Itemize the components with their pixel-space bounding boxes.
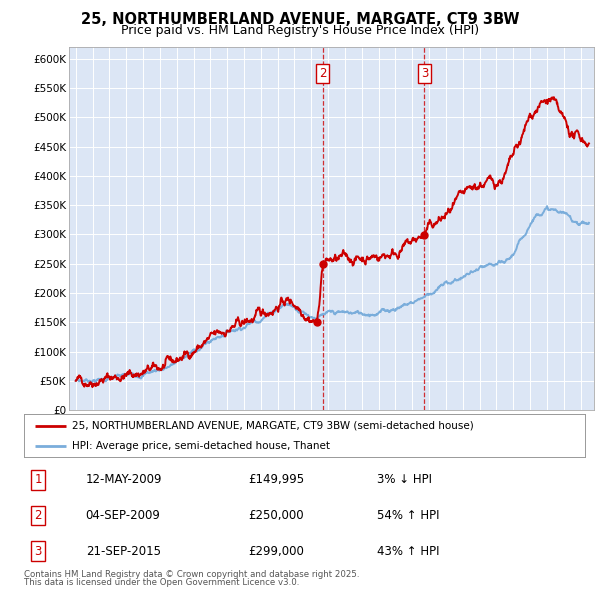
Text: 3% ↓ HPI: 3% ↓ HPI — [377, 473, 433, 486]
Text: 54% ↑ HPI: 54% ↑ HPI — [377, 509, 440, 522]
Text: £149,995: £149,995 — [248, 473, 305, 486]
Text: 2: 2 — [34, 509, 42, 522]
Text: 25, NORTHUMBERLAND AVENUE, MARGATE, CT9 3BW: 25, NORTHUMBERLAND AVENUE, MARGATE, CT9 … — [81, 12, 519, 27]
Text: 2: 2 — [319, 67, 326, 80]
Text: £250,000: £250,000 — [248, 509, 304, 522]
Text: HPI: Average price, semi-detached house, Thanet: HPI: Average price, semi-detached house,… — [71, 441, 329, 451]
Text: This data is licensed under the Open Government Licence v3.0.: This data is licensed under the Open Gov… — [24, 578, 299, 587]
Text: 43% ↑ HPI: 43% ↑ HPI — [377, 545, 440, 558]
Text: 1: 1 — [34, 473, 42, 486]
Text: Contains HM Land Registry data © Crown copyright and database right 2025.: Contains HM Land Registry data © Crown c… — [24, 571, 359, 579]
Text: £299,000: £299,000 — [248, 545, 304, 558]
Text: 12-MAY-2009: 12-MAY-2009 — [86, 473, 162, 486]
Text: 04-SEP-2009: 04-SEP-2009 — [86, 509, 161, 522]
Text: Price paid vs. HM Land Registry's House Price Index (HPI): Price paid vs. HM Land Registry's House … — [121, 24, 479, 37]
Text: 25, NORTHUMBERLAND AVENUE, MARGATE, CT9 3BW (semi-detached house): 25, NORTHUMBERLAND AVENUE, MARGATE, CT9 … — [71, 421, 473, 431]
Text: 3: 3 — [34, 545, 42, 558]
Text: 3: 3 — [421, 67, 428, 80]
Text: 21-SEP-2015: 21-SEP-2015 — [86, 545, 161, 558]
